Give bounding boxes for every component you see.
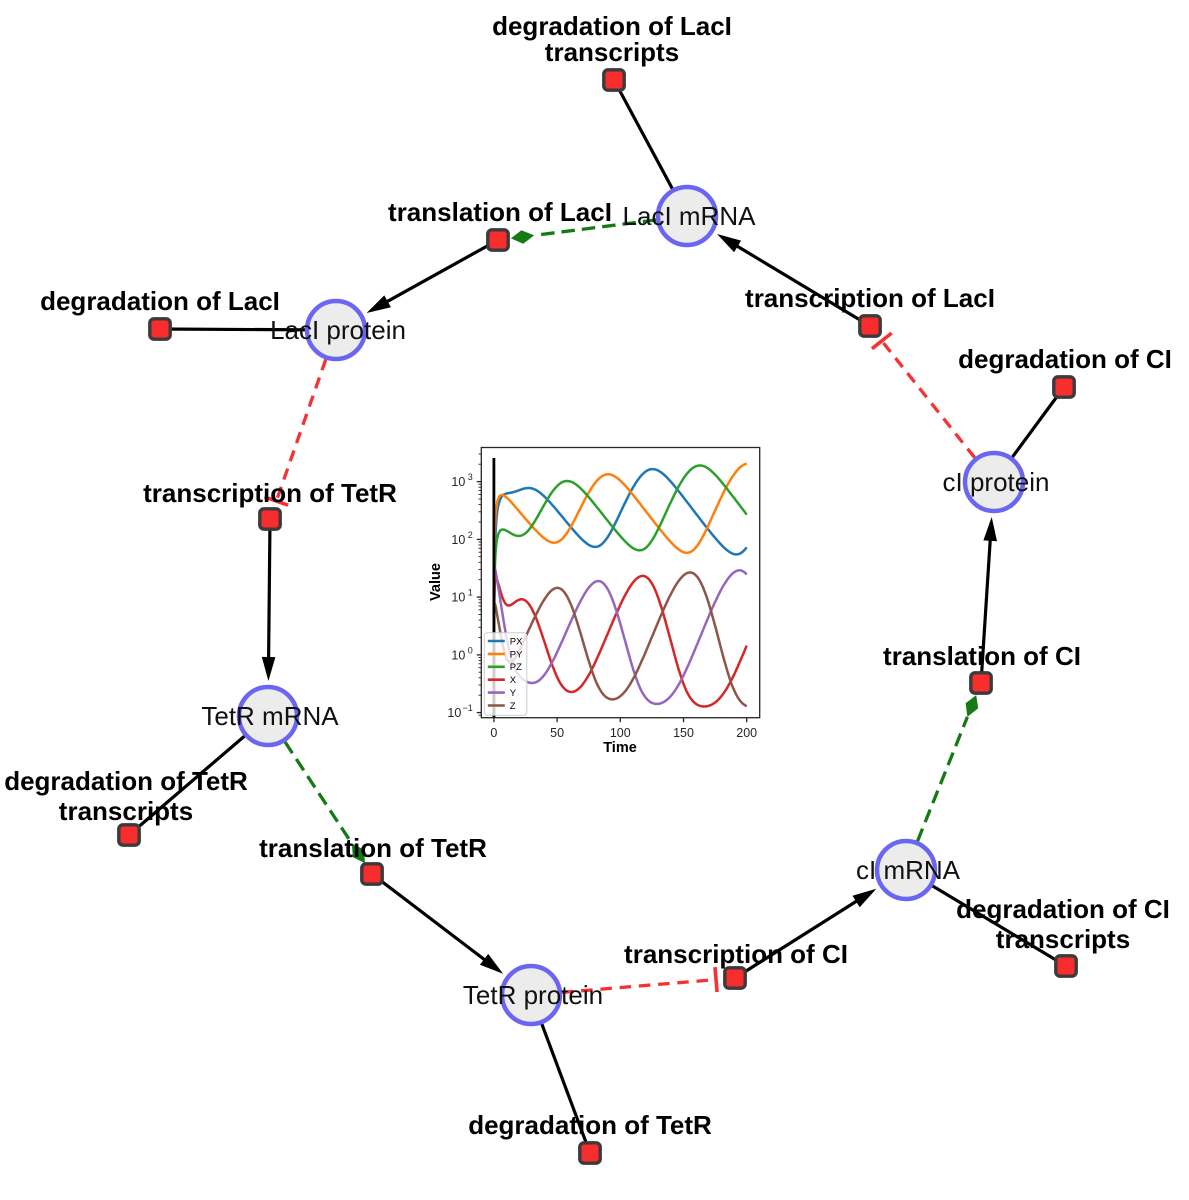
svg-text:150: 150: [673, 726, 694, 740]
svg-text:cI protein: cI protein: [943, 467, 1050, 497]
svg-text:LacI mRNA: LacI mRNA: [623, 201, 757, 231]
svg-text:200: 200: [736, 726, 757, 740]
svg-text:10: 10: [451, 475, 465, 489]
svg-text:0: 0: [490, 726, 497, 740]
svg-text:translation of LacI: translation of LacI: [388, 197, 612, 227]
svg-text:transcription of CI: transcription of CI: [624, 939, 848, 969]
svg-text:10: 10: [447, 706, 461, 720]
svg-text:LacI protein: LacI protein: [270, 315, 406, 345]
svg-text:degradation of LacI: degradation of LacI: [40, 286, 280, 316]
svg-text:degradation of TetR: degradation of TetR: [468, 1110, 712, 1140]
svg-text:1: 1: [468, 588, 473, 598]
svg-text:transcripts: transcripts: [996, 924, 1130, 954]
svg-text:3: 3: [468, 472, 473, 482]
svg-text:TetR mRNA: TetR mRNA: [201, 701, 339, 731]
svg-text:cI mRNA: cI mRNA: [856, 855, 961, 885]
svg-text:transcription of TetR: transcription of TetR: [143, 478, 397, 508]
svg-text:degradation of TetR: degradation of TetR: [4, 766, 248, 796]
svg-text:degradation of CI: degradation of CI: [956, 894, 1170, 924]
svg-text:Value: Value: [428, 563, 444, 601]
svg-text:50: 50: [550, 726, 564, 740]
svg-text:X: X: [510, 675, 517, 686]
svg-text:transcripts: transcripts: [545, 37, 679, 67]
svg-text:−1: −1: [463, 703, 473, 713]
svg-text:10: 10: [451, 648, 465, 662]
svg-text:translation of TetR: translation of TetR: [259, 833, 487, 863]
svg-text:transcription of LacI: transcription of LacI: [745, 283, 995, 313]
svg-text:PX: PX: [510, 636, 523, 647]
svg-text:translation of CI: translation of CI: [883, 641, 1081, 671]
svg-text:100: 100: [610, 726, 631, 740]
svg-text:transcripts: transcripts: [59, 796, 193, 826]
svg-text:degradation of CI: degradation of CI: [958, 344, 1172, 374]
svg-text:Time: Time: [603, 740, 637, 756]
svg-text:TetR protein: TetR protein: [463, 980, 603, 1010]
svg-text:2: 2: [468, 530, 473, 540]
svg-text:0: 0: [468, 645, 473, 655]
svg-text:degradation of LacI: degradation of LacI: [492, 11, 732, 41]
svg-text:PZ: PZ: [510, 662, 522, 673]
svg-text:10: 10: [451, 533, 465, 547]
svg-text:10: 10: [451, 591, 465, 605]
svg-text:Y: Y: [510, 688, 517, 699]
svg-text:Z: Z: [510, 701, 516, 712]
svg-text:PY: PY: [510, 649, 523, 660]
